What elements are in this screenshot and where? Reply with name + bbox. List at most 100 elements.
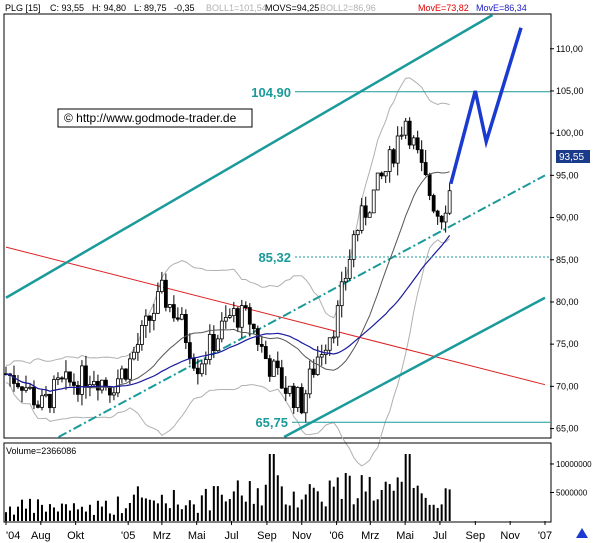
x-tick-label: '04 <box>6 530 20 542</box>
candle-body <box>327 337 332 351</box>
candle-body <box>24 387 28 391</box>
candle-body <box>423 162 428 176</box>
candle-body <box>439 215 444 223</box>
candle-body <box>315 356 320 375</box>
price-tag-bg <box>556 150 590 163</box>
bollinger-lower-line <box>5 238 450 467</box>
candle-body <box>68 371 72 383</box>
channel-middle-line <box>58 174 546 438</box>
x-tick-label: Jul <box>433 530 447 542</box>
low-value: L: 89,75 <box>134 3 167 13</box>
bollinger-upper-line <box>5 77 450 366</box>
candle-body <box>155 291 160 314</box>
candle-body <box>207 334 212 360</box>
candle-body <box>179 313 184 320</box>
candle-body <box>84 365 88 388</box>
candle-body <box>191 358 196 369</box>
price-axis: 65,00 70,00 75,00 80,00 85,00 90,00 95,00 100,0… <box>550 44 584 434</box>
candle-body <box>163 279 168 308</box>
x-tick-label: Mrz <box>361 530 379 542</box>
channel-lower-line <box>283 296 546 439</box>
candle-body <box>96 381 100 391</box>
candle-body <box>247 307 252 325</box>
y-tick-label: 70,00 <box>556 381 579 391</box>
candle-body <box>307 368 312 395</box>
boll1-value: BOLL1=101,54 <box>206 3 267 13</box>
volume-pane: Volume=2366086 5000000 10000000 <box>3 442 592 523</box>
y-tick-label: 95,00 <box>556 170 579 180</box>
candle-body <box>199 363 204 375</box>
candle-body <box>355 230 360 236</box>
candle-body <box>395 135 400 164</box>
candle-body <box>52 379 56 409</box>
price-projection <box>449 27 523 185</box>
volume-tick-label: 5000000 <box>556 488 588 497</box>
volume-header: Volume=2366086 <box>6 446 76 456</box>
chart-header: PLG [15] C: 93,55 H: 94,80 L: 89,75 -0,3… <box>5 3 527 13</box>
candle-body <box>283 387 288 394</box>
candle-body <box>112 392 116 396</box>
candle-body <box>339 281 344 307</box>
price-pane-frame <box>3 13 552 439</box>
candle-body <box>40 395 44 408</box>
candle-body <box>171 304 176 319</box>
y-tick-label: 110,00 <box>556 44 583 54</box>
candle-body <box>291 385 296 408</box>
candle-body <box>76 385 80 395</box>
candle-body <box>415 137 420 151</box>
candle-body <box>175 317 180 320</box>
candle-body <box>367 212 372 218</box>
candle-body <box>135 344 140 353</box>
watermark-text: © http://www.godmode-trader.de <box>64 111 237 125</box>
red-trendline <box>5 246 546 386</box>
candle-body <box>379 172 384 177</box>
price-pane: 65,00 70,00 75,00 80,00 85,00 90,00 95,00 100,0… <box>3 13 584 467</box>
y-tick-label: 105,00 <box>556 86 584 96</box>
candle-body <box>279 367 284 389</box>
candle-body <box>419 149 424 163</box>
x-tick-label: Mrz <box>153 530 171 542</box>
move2-value: MovE=86,34 <box>476 3 527 13</box>
change-value: -0,35 <box>174 3 195 13</box>
candle-body <box>383 171 388 177</box>
candle-body <box>363 205 368 218</box>
arrow-icon[interactable] <box>562 524 602 542</box>
level-label: 104,90 <box>251 85 291 100</box>
candle-body <box>235 308 240 328</box>
candle-body <box>16 383 20 388</box>
y-tick-label: 65,00 <box>556 424 579 434</box>
candle-body <box>131 351 136 360</box>
symbol-label: PLG [15] <box>5 3 41 13</box>
x-tick-label: Okt <box>67 530 84 542</box>
candle-body <box>427 174 432 196</box>
candle-body <box>403 120 408 136</box>
x-tick-label: '07 <box>538 530 552 542</box>
candle-body <box>167 304 172 308</box>
x-tick-label: Aug <box>31 530 51 542</box>
y-tick-label: 85,00 <box>556 255 579 265</box>
candle-body <box>60 377 64 380</box>
candle-body <box>20 386 24 391</box>
candle-body <box>56 377 60 380</box>
candle-body <box>351 234 356 260</box>
candle-body <box>443 212 448 223</box>
last-price-tag: 93,55 <box>556 150 590 163</box>
candle-body <box>80 365 84 395</box>
candle-body <box>227 315 232 318</box>
candle-body <box>391 149 396 164</box>
candle-body <box>159 279 164 293</box>
volume-tick-label: 10000000 <box>556 460 592 469</box>
candle-body <box>64 371 68 380</box>
candle-body <box>335 305 340 338</box>
horizontal-levels: 104,90 85,32 65,75 <box>251 85 550 430</box>
candle-body <box>435 210 440 217</box>
candle-body <box>203 359 208 365</box>
candle-body <box>331 336 336 339</box>
candle-body <box>124 368 128 380</box>
time-axis: '04 Aug Okt '05 Mrz Mai Jul Sep Nov '06 Mrz Mai Jul S… <box>5 521 552 542</box>
candle-body <box>259 344 264 347</box>
candle-body <box>267 358 272 377</box>
x-tick-label: Nov <box>500 530 520 542</box>
high-value: H: 94,80 <box>92 3 126 13</box>
